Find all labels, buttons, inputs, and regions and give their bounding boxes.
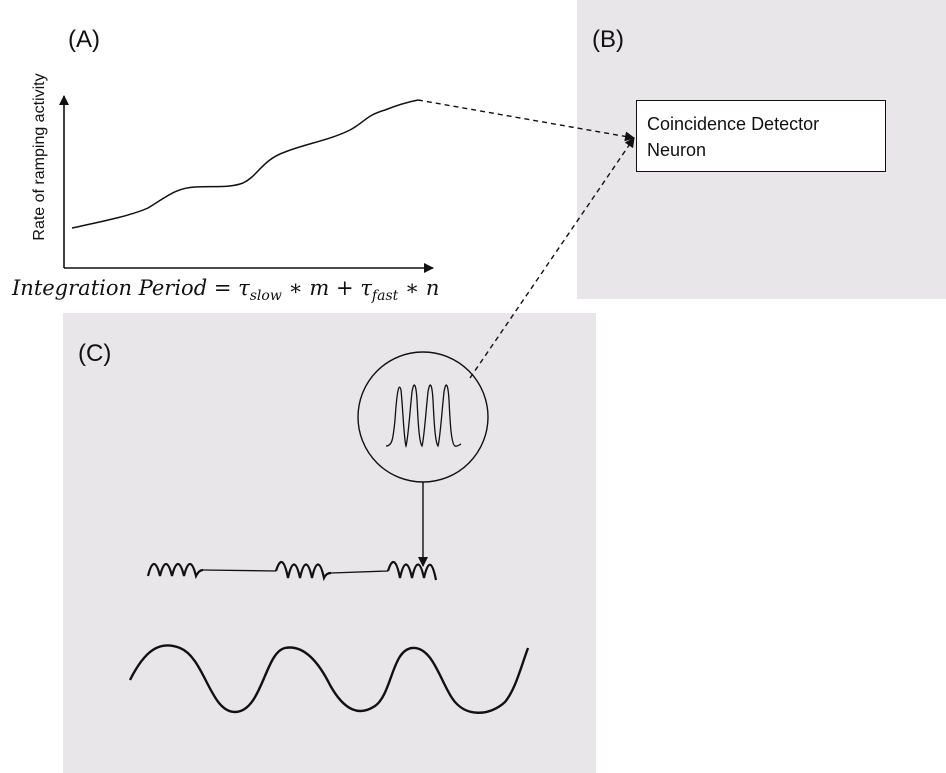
- detector-label-line2: Neuron: [647, 140, 707, 160]
- panel-a-label: (A): [68, 26, 100, 53]
- detector-label-line1: Coincidence Detector: [647, 114, 820, 134]
- panel-b-label: (B): [592, 26, 624, 53]
- spike-burst-circle: [357, 351, 489, 483]
- fast-oscillation-burst-icon: [274, 561, 332, 582]
- fast-oscillation-burst-icon: [386, 561, 438, 581]
- curve-to-detector-arrow: [417, 99, 635, 142]
- formula-tau-fast: τ: [360, 276, 372, 300]
- coincidence-detector-box: Coincidence Detector Neuron: [636, 100, 886, 172]
- panel-c-label: (C): [78, 340, 112, 367]
- fast-oscillation-burst-icon: [146, 562, 204, 580]
- slow-oscillation-icon: [128, 644, 530, 714]
- panel-c-background: [63, 313, 596, 773]
- spikes-to-detector-arrow: [469, 137, 635, 379]
- formula-sub-slow: slow: [249, 288, 282, 305]
- ramping-activity-curve: [71, 99, 419, 229]
- formula-tau-slow: τ: [238, 276, 250, 300]
- integration-period-formula: Integration Period = τslow ∗ m + τfast ∗…: [12, 276, 439, 304]
- formula-mult-n: ∗ n: [398, 276, 440, 300]
- formula-mult-m: ∗ m +: [281, 276, 361, 300]
- gamma-connector-1: [202, 569, 277, 572]
- spike-train-icon: [385, 384, 462, 449]
- formula-equals: =: [207, 276, 239, 300]
- formula-sub-fast: fast: [371, 288, 399, 305]
- gamma-connector-2: [330, 570, 389, 574]
- formula-lhs: Integration Period: [12, 276, 208, 300]
